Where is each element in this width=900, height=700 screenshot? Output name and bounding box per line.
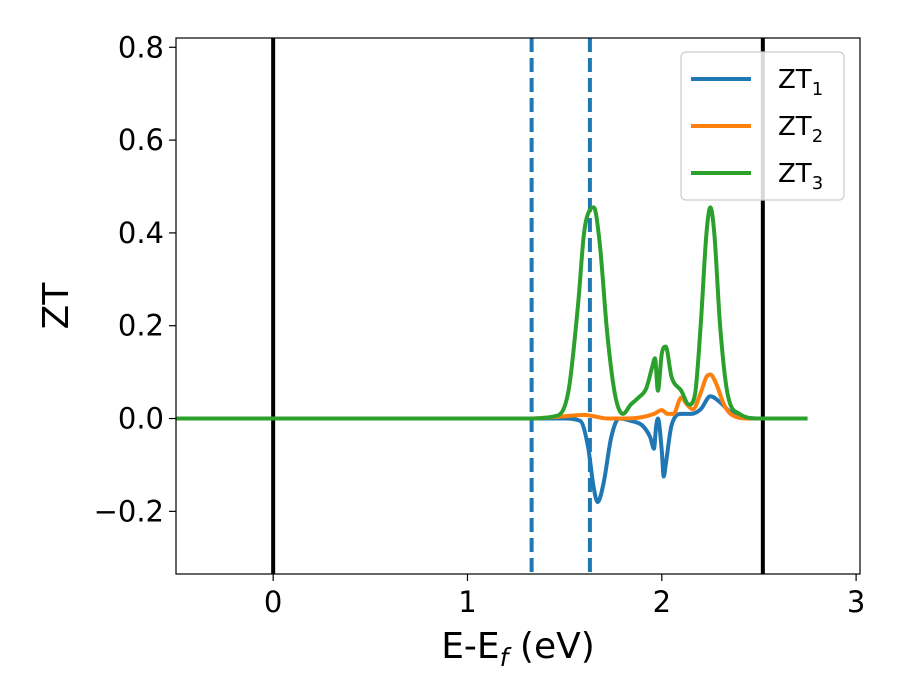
legend-label-main: ZT [778,65,812,95]
y-tick-label: 0.2 [118,309,164,343]
legend-label-zt1: ZT1 [778,65,823,100]
legend-box [680,51,845,201]
legend-label-main: ZT [778,112,812,142]
x-tick-label: 3 [847,585,865,619]
x-axis-label-unit: (eV) [508,626,594,667]
y-axis-label: ZT [36,282,77,330]
legend-label-zt2: ZT2 [778,112,823,147]
x-tick-label: 1 [458,585,476,619]
y-tick-label: 0.8 [118,30,164,64]
x-tick-label: 2 [653,585,671,619]
x-tick-label: 0 [264,585,282,619]
legend-label-main: ZT [778,159,812,189]
series-line-zt1 [176,394,808,505]
y-tick-label: −0.2 [94,494,164,528]
series-line-zt3 [176,205,808,421]
y-tick-label: 0.6 [118,123,164,157]
plot-frame [175,37,861,575]
legend-label-sub: 2 [812,126,823,147]
legend-label-sub: 1 [812,79,823,100]
series-line-zt2 [176,372,808,421]
axes: 0 1 2 3 −0.2 0.0 0.2 0.4 0.6 0.8 [94,30,866,619]
x-axis-label-main: E-E [441,626,499,667]
y-tick-label: 0.4 [118,216,164,250]
legend-label-zt3: ZT3 [778,159,823,194]
y-tick-label: 0.0 [118,402,164,436]
legend-label-sub: 3 [812,173,823,194]
x-axis-label: E-Ef (eV) [441,626,595,672]
